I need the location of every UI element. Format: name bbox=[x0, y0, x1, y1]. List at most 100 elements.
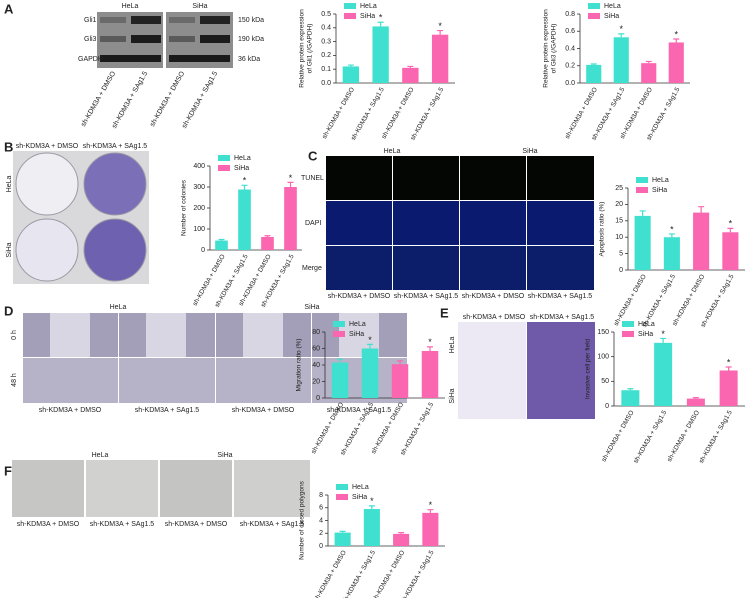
panel-label: F bbox=[4, 463, 12, 478]
y-axis-label: Relative protein expression bbox=[299, 9, 306, 88]
bar bbox=[654, 342, 673, 406]
bar bbox=[391, 364, 409, 398]
column-label: sh-KDM3A + DMSO bbox=[463, 314, 526, 321]
y-axis-label: Apoptosis ratio (%) bbox=[599, 202, 606, 257]
protein-label: Gli3 bbox=[84, 36, 97, 43]
tube-image bbox=[86, 460, 158, 517]
plate bbox=[15, 218, 79, 282]
tunel-image bbox=[393, 156, 459, 200]
bar bbox=[668, 42, 684, 83]
column-label: sh-KDM3A + DMSO bbox=[16, 143, 79, 150]
significance: * bbox=[670, 224, 674, 234]
y-tick-label: 200 bbox=[193, 205, 205, 212]
y-tick-label: 25 bbox=[615, 185, 623, 192]
bar bbox=[686, 398, 705, 406]
bar bbox=[719, 370, 738, 406]
tube-image bbox=[12, 460, 84, 517]
legend-swatch bbox=[344, 3, 356, 9]
error-bar bbox=[660, 337, 667, 343]
legend-swatch bbox=[333, 321, 345, 327]
y-tick-label: 5 bbox=[619, 250, 623, 257]
bar bbox=[261, 236, 274, 250]
x-tick-label: sh-KDM3A + DMSO bbox=[601, 409, 636, 463]
plate bbox=[15, 152, 79, 216]
x-tick-label: sh-KDM3A + SAg1.5 bbox=[700, 273, 736, 329]
y-tick-label: 6 bbox=[319, 505, 323, 512]
dapi-image bbox=[393, 201, 459, 245]
y-tick-label: 0.4 bbox=[565, 45, 575, 52]
legend-swatch bbox=[622, 331, 634, 337]
error-bar bbox=[287, 181, 294, 187]
bar bbox=[422, 512, 439, 546]
y-tick-label: 100 bbox=[597, 354, 609, 361]
error-bar bbox=[339, 530, 346, 533]
lane-label: sh-KDM3A + SAg1.5 bbox=[111, 70, 149, 129]
y-tick-label: 300 bbox=[193, 184, 205, 191]
error-bar bbox=[645, 60, 652, 64]
lane-label: sh-KDM3A + SAg1.5 bbox=[327, 407, 392, 414]
y-tick-label: 50 bbox=[601, 378, 609, 385]
y-tick-label: 0.2 bbox=[321, 52, 331, 59]
y-axis-label: of Gli1 (/GAPDH) bbox=[307, 24, 314, 74]
error-bar bbox=[337, 358, 343, 363]
x-tick-label: sh-KDM3A + DMSO bbox=[671, 273, 706, 327]
legend-swatch bbox=[636, 187, 648, 193]
lane-label: sh-KDM3A + SAg1.5 bbox=[394, 293, 459, 300]
legend-label: SiHa bbox=[360, 13, 375, 20]
lane-label: sh-KDM3A + DMSO bbox=[80, 70, 118, 128]
legend-label: HeLa bbox=[604, 3, 621, 10]
error-bar bbox=[368, 505, 375, 510]
error-bar bbox=[367, 343, 373, 349]
merge-image bbox=[460, 246, 526, 290]
panel-label: B bbox=[4, 139, 13, 154]
y-tick-label: 20 bbox=[312, 378, 320, 385]
significance: * bbox=[661, 329, 665, 339]
legend-label: SiHa bbox=[234, 165, 249, 172]
bar bbox=[402, 67, 419, 83]
error-bar bbox=[725, 366, 732, 371]
bar bbox=[621, 390, 640, 406]
y-axis-label: Invasive cell per field bbox=[585, 338, 592, 399]
bar bbox=[361, 348, 379, 398]
error-bar bbox=[668, 233, 675, 238]
legend-swatch bbox=[336, 494, 348, 500]
legend-label: HeLa bbox=[652, 177, 669, 184]
significance: * bbox=[429, 500, 433, 510]
y-tick-label: 0.4 bbox=[321, 25, 331, 32]
merge-image bbox=[393, 246, 459, 290]
x-tick-label: sh-KDM3A + DMSO bbox=[613, 273, 648, 327]
wound-image bbox=[23, 358, 118, 403]
significance: * bbox=[438, 21, 442, 31]
y-tick-label: 0.0 bbox=[565, 80, 575, 87]
y-tick-label: 0.2 bbox=[565, 63, 575, 70]
lane-label: sh-KDM3A + DMSO bbox=[328, 293, 391, 300]
lane-label: sh-KDM3A + SAg1.5 bbox=[528, 293, 593, 300]
x-tick-label: sh-KDM3A + SAg1.5 bbox=[350, 86, 386, 142]
column-label: sh-KDM3A + SAg1.5 bbox=[83, 143, 148, 150]
significance: * bbox=[289, 173, 293, 183]
wound-gap bbox=[243, 313, 283, 357]
x-tick-label: sh-KDM3A + SAg1.5 bbox=[341, 549, 377, 598]
legend-label: HeLa bbox=[360, 3, 377, 10]
bar bbox=[372, 26, 389, 84]
significance: * bbox=[379, 13, 383, 23]
significance: * bbox=[370, 496, 374, 506]
size-label: 36 kDa bbox=[238, 56, 260, 63]
protein-label: Gli1 bbox=[84, 17, 97, 24]
y-tick-label: 20 bbox=[615, 201, 623, 208]
legend-label: HeLa bbox=[352, 484, 369, 491]
cell-line: HeLa bbox=[92, 452, 109, 459]
wound-image bbox=[312, 358, 407, 403]
lane-label: sh-KDM3A + DMSO bbox=[39, 407, 102, 414]
cell-line: SiHa bbox=[192, 3, 207, 10]
x-tick-label: sh-KDM3A + DMSO bbox=[666, 409, 701, 463]
legend-label: SiHa bbox=[638, 331, 653, 338]
error-bar bbox=[407, 65, 414, 68]
lane-label: sh-KDM3A + DMSO bbox=[462, 293, 525, 300]
y-axis-label: of Gli3 (/GAPDH) bbox=[551, 24, 558, 74]
legend-label: SiHa bbox=[349, 331, 364, 338]
error-bar bbox=[241, 184, 248, 190]
y-tick-label: 0.1 bbox=[321, 66, 331, 73]
cell-line: HeLa bbox=[384, 148, 401, 155]
row-label: 48 h bbox=[11, 373, 18, 387]
